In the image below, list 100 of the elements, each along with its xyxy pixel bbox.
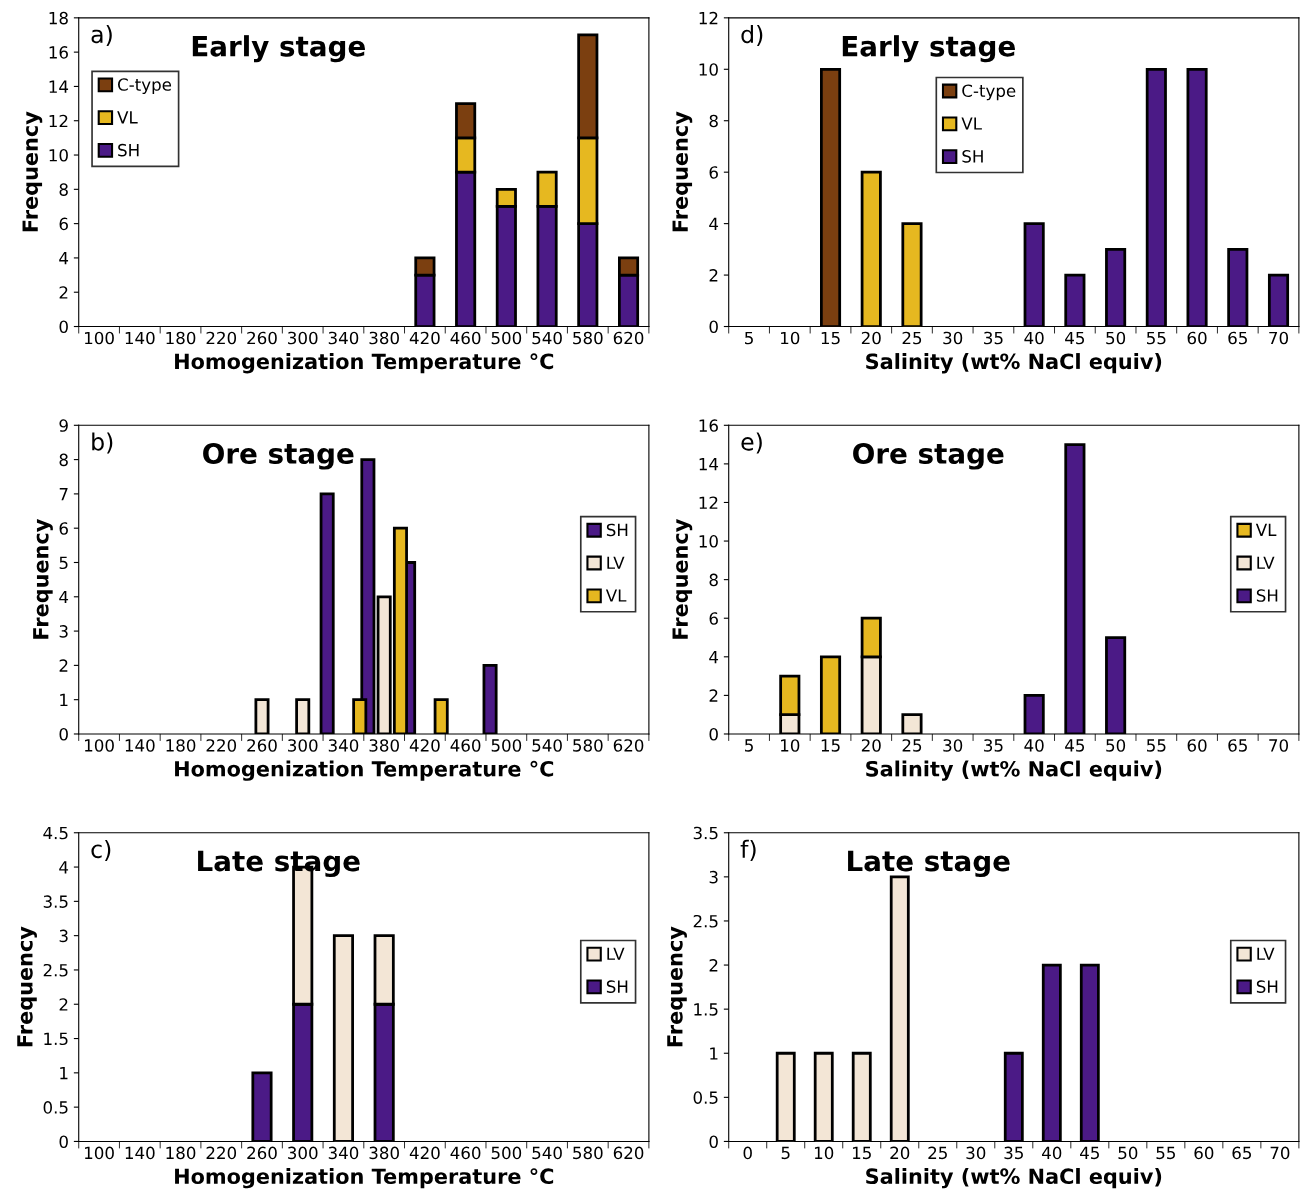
x-tick-label: 380 [369, 1146, 399, 1160]
y-tick-label: 14 [699, 458, 719, 471]
y-tick-label: 1.5 [44, 1032, 68, 1046]
x-tick-label: 140 [125, 1146, 155, 1160]
y-tick-label: 4 [59, 861, 69, 874]
x-tick-label: 260 [247, 331, 277, 345]
y-tick-label: 8 [709, 114, 718, 128]
y-tick-label: 0.5 [693, 1091, 718, 1104]
x-tick-label: 500 [491, 739, 522, 752]
x-tick-label: 380 [369, 739, 399, 752]
y-tick-label: 6 [709, 166, 718, 179]
x-tick-label: 15 [821, 739, 840, 752]
x-tick-label: 70 [1269, 739, 1289, 752]
x-tick-label: 45 [1065, 739, 1085, 752]
bar [889, 875, 910, 1142]
y-tick-label: 3.5 [693, 826, 718, 840]
y-tick-label: 4 [59, 590, 69, 604]
legend-label: LV [607, 556, 625, 569]
legend-label: SH [1256, 980, 1278, 993]
x-tick-label: 20 [861, 331, 881, 345]
x-tick-label: 220 [206, 331, 237, 345]
y-axis-title: Frequency [672, 111, 693, 232]
x-tick-label: 65 [1228, 331, 1247, 345]
y-tick-label: 3 [709, 870, 718, 884]
x-tick-label: 100 [85, 331, 114, 345]
y-tick-label: 2.5 [43, 963, 68, 977]
y-tick-label: 5 [59, 556, 68, 570]
x-tick-label: 540 [532, 1146, 562, 1160]
legend-label: LV [607, 947, 625, 960]
text: Late stage [848, 850, 1010, 878]
x-tick-label: 580 [573, 331, 603, 345]
y-tick-label: 7 [59, 488, 68, 501]
bar [1105, 247, 1127, 327]
y-tick-label: 3.5 [43, 895, 68, 908]
bar [1145, 67, 1167, 327]
y-tick-label: 2 [709, 269, 718, 282]
bar [1041, 963, 1062, 1142]
y-tick-label: 12 [699, 496, 718, 509]
x-tick-label: 300 [288, 1146, 318, 1160]
bar [1003, 1051, 1024, 1142]
y-tick-label: 8 [59, 183, 68, 196]
legend-label: SH [118, 143, 139, 157]
y-tick-label: 14 [49, 80, 69, 93]
x-tick-label: 620 [613, 739, 644, 752]
y-tick-label: 0 [59, 727, 68, 741]
y-tick-label: 2 [59, 659, 68, 672]
x-tick-label: 35 [984, 331, 1003, 345]
x-tick-label: 300 [288, 739, 318, 752]
y-tick-label: 1 [710, 1047, 718, 1060]
x-tick-label: 10 [814, 1146, 834, 1160]
x-tick-label: 55 [1147, 331, 1166, 345]
x-tick-label: 420 [409, 331, 440, 345]
x-tick-label: 540 [532, 739, 562, 752]
x-tick-label: 140 [125, 739, 155, 752]
bar [851, 1051, 872, 1142]
x-tick-label: 620 [613, 331, 644, 345]
legend-label: SH [606, 980, 628, 993]
x-tick-label: 580 [573, 739, 603, 752]
legend-label: VL [1255, 523, 1277, 537]
y-tick-label: 6 [709, 612, 718, 625]
x-tick-label: 60 [1187, 739, 1207, 752]
x-tick-label: 460 [450, 739, 481, 752]
legend-label: LV [1257, 947, 1275, 960]
annotation: f) [740, 839, 756, 861]
y-tick-label: 2 [709, 689, 718, 702]
y-tick-label: 4 [59, 252, 69, 265]
y-tick-label: 2 [59, 286, 68, 299]
y-tick-label: 16 [49, 46, 68, 59]
x-tick-label: 35 [1004, 1146, 1023, 1160]
y-axis-title: Frequency [17, 926, 37, 1047]
x-tick-label: 5 [781, 1146, 790, 1160]
x-tick-label: 30 [943, 331, 963, 345]
text: Ore stage [853, 443, 1004, 470]
bar [332, 934, 354, 1142]
y-tick-label: 0 [709, 727, 718, 741]
x-tick-label: 40 [1042, 1146, 1062, 1160]
legend-label: SH [1256, 589, 1278, 602]
x-tick-label: 5 [745, 331, 753, 345]
x-tick-label: 20 [890, 1146, 910, 1160]
x-tick-label: 65 [1228, 739, 1247, 752]
annotation: d) [741, 24, 763, 46]
text: Early stage [842, 35, 1015, 63]
y-tick-label: 1.5 [694, 1003, 718, 1016]
y-axis-title: Frequency [672, 519, 693, 639]
x-tick-label: 60 [1187, 331, 1207, 345]
x-tick-label: 0 [743, 1146, 752, 1160]
x-tick-label: 220 [206, 739, 237, 752]
x-tick-label: 20 [861, 739, 881, 752]
x-tick-label: 65 [1232, 1146, 1252, 1160]
x-tick-label: 580 [573, 1146, 603, 1160]
x-tick-label: 260 [247, 1146, 277, 1160]
bar [1267, 273, 1290, 327]
text: Early stage [192, 35, 365, 63]
legend-label: LV [1257, 556, 1275, 569]
bar [1227, 247, 1249, 327]
x-tick-label: 10 [781, 331, 800, 345]
y-tick-label: 2 [59, 998, 68, 1011]
legend-label: VL [605, 589, 627, 602]
x-axis-title: Salinity (wt% NaCl equiv) [866, 1167, 1162, 1189]
x-axis-title: Homogenization Temperature °C [175, 353, 554, 374]
